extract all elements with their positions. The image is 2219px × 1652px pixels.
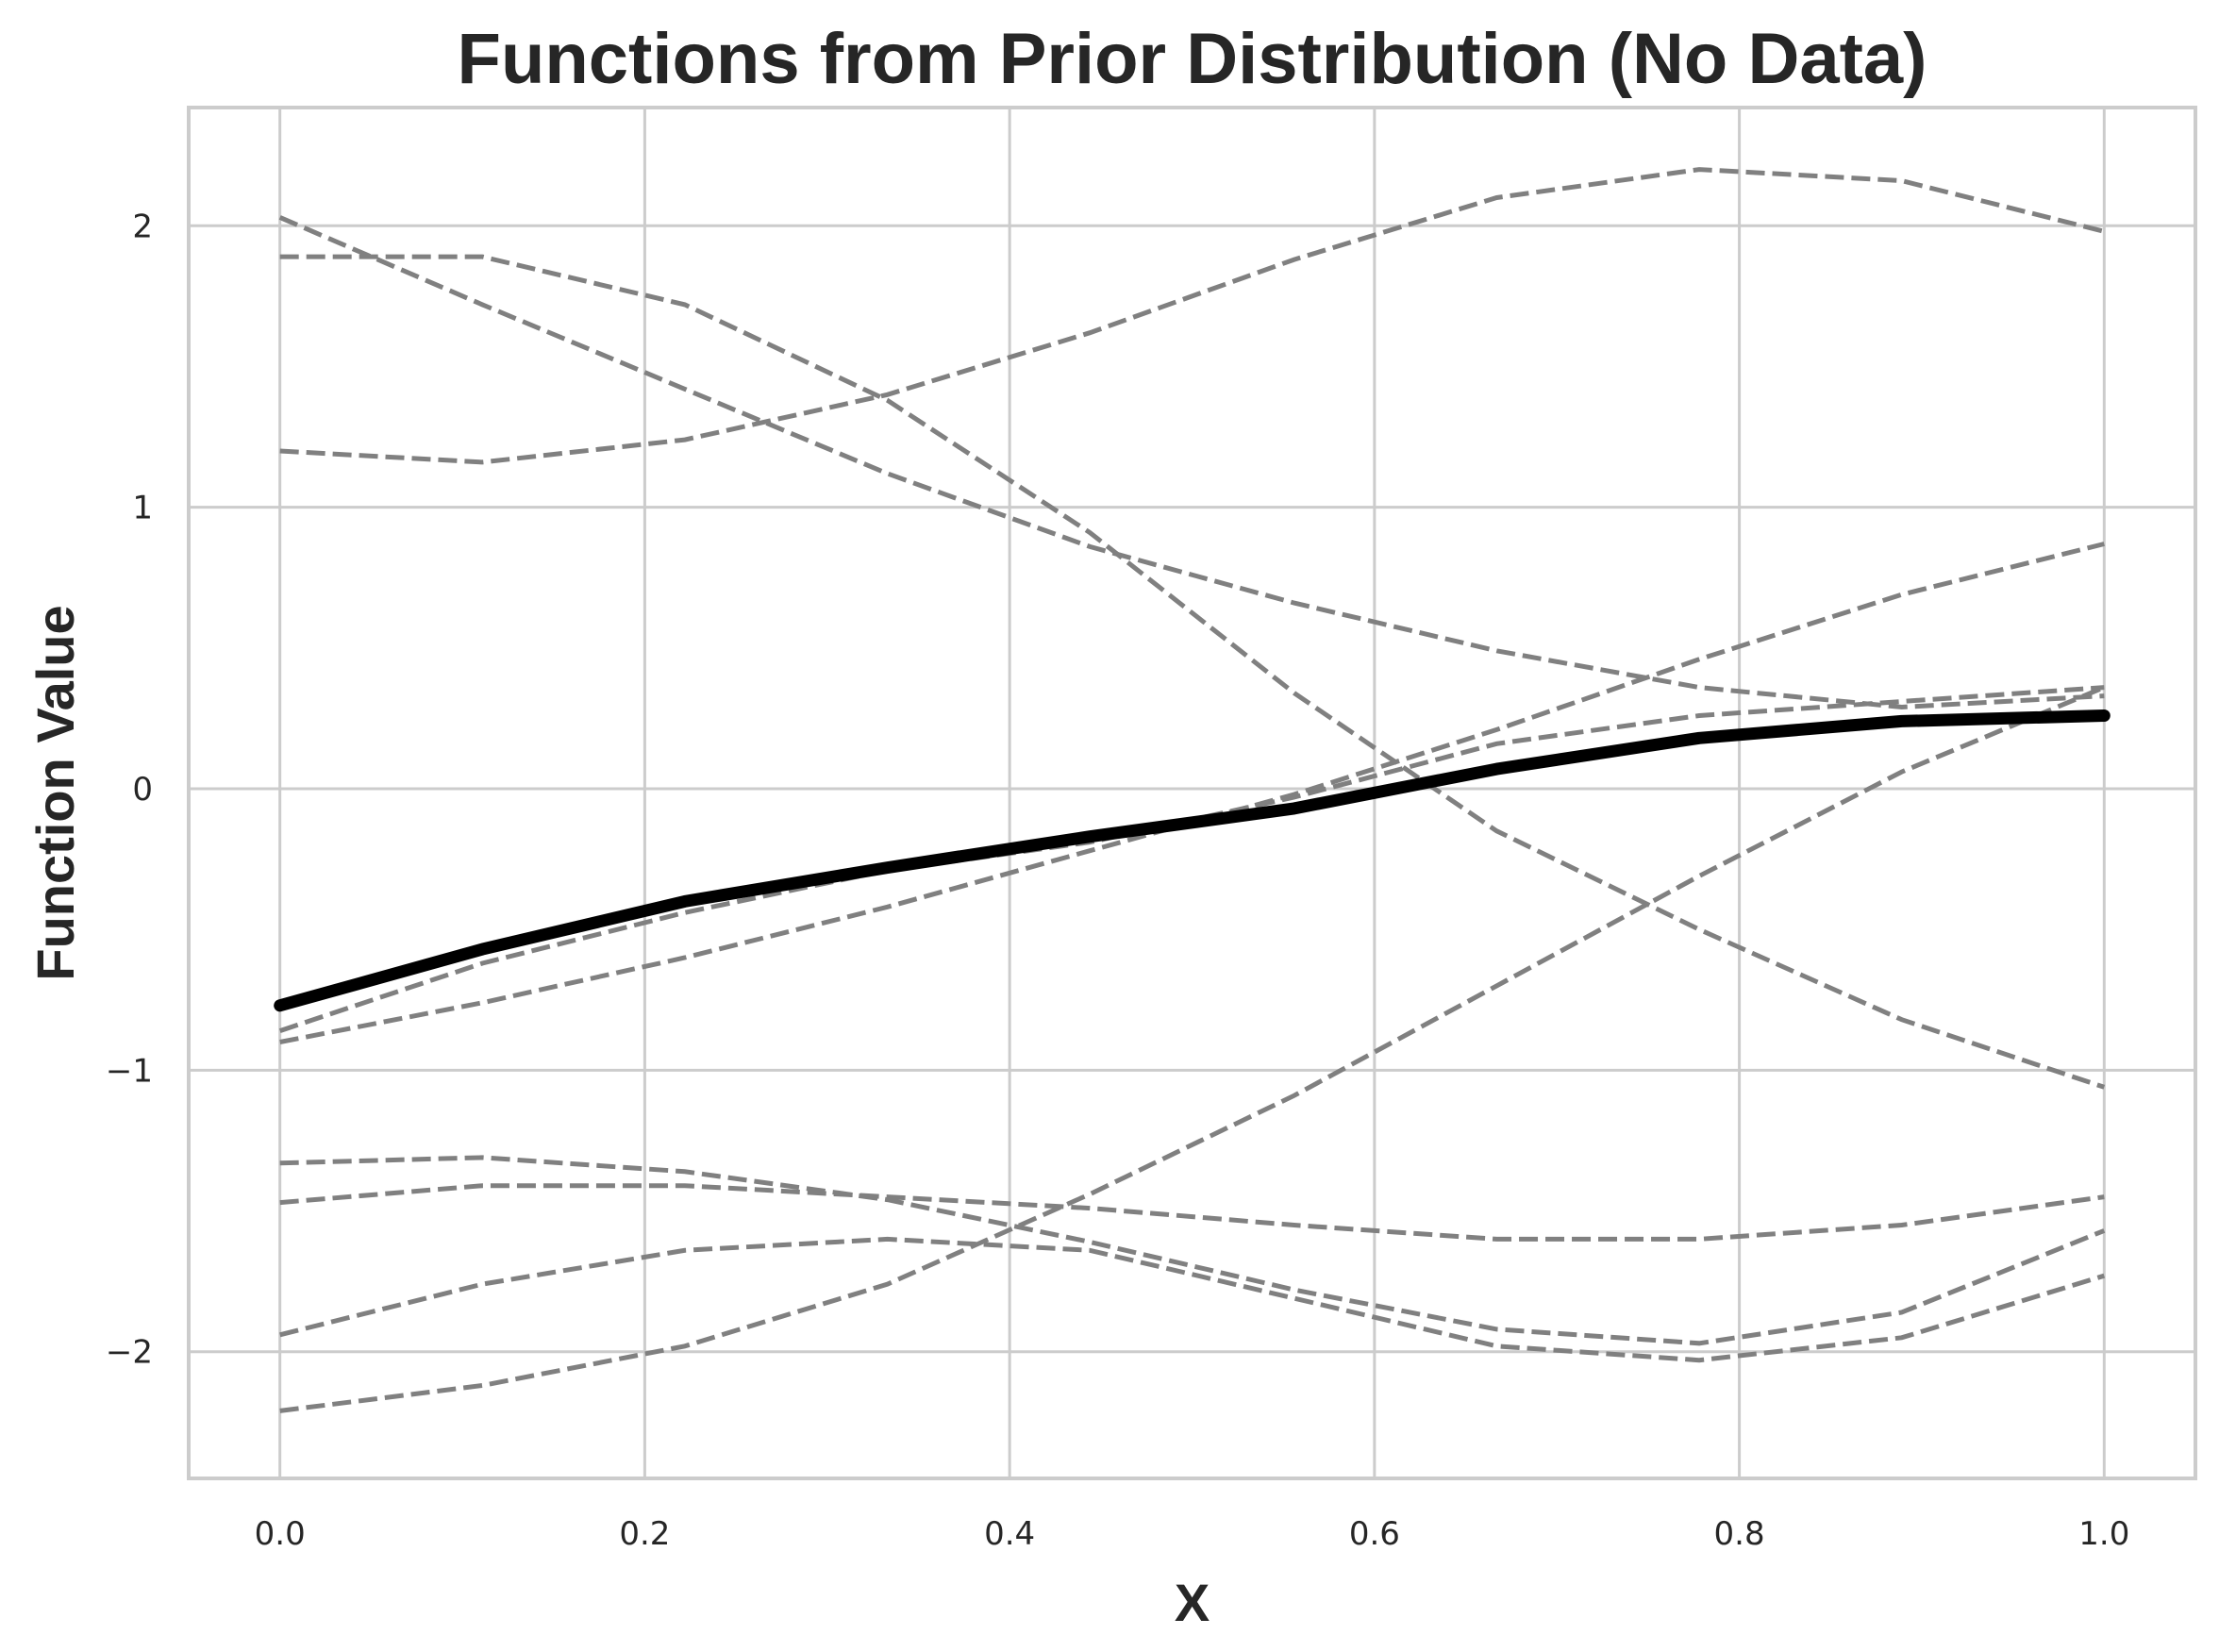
sample-function-line-7 <box>279 1183 2105 1242</box>
x-tick-label: 1.0 <box>2078 1515 2129 1553</box>
sample-function-line-2 <box>278 215 2105 710</box>
sample-function-line-3 <box>279 254 2106 1090</box>
y-tick-label: −2 <box>106 1334 153 1372</box>
x-tick-labels: 0.0 0.2 0.4 0.6 0.8 1.0 <box>255 1515 2130 1553</box>
sample-function-line-1 <box>279 167 2105 465</box>
y-axis-label: Function Value <box>25 605 85 980</box>
y-tick-label: 1 <box>132 490 153 527</box>
sample-function-line-5 <box>279 542 2105 1044</box>
sample-function-line-8 <box>279 1236 2106 1363</box>
x-tick-label: 0.8 <box>1714 1515 1765 1553</box>
sample-function-line-6 <box>279 1155 2106 1346</box>
y-tick-label: 0 <box>132 771 153 809</box>
x-tick-label: 0.2 <box>619 1515 670 1553</box>
x-tick-label: 0.6 <box>1349 1515 1400 1553</box>
x-tick-label: 0.0 <box>255 1515 306 1553</box>
sample-function-line-9 <box>279 685 2106 1413</box>
sample-function-line-4 <box>278 685 2105 1033</box>
y-tick-label: −1 <box>106 1052 153 1090</box>
y-tick-label: 2 <box>132 208 153 245</box>
y-tick-labels: −2 −1 0 1 2 <box>106 208 153 1371</box>
chart-title: Functions from Prior Distribution (No Da… <box>458 19 1927 99</box>
plot-frame <box>187 106 2197 1480</box>
series-group <box>274 167 2111 1413</box>
x-tick-label: 0.4 <box>984 1515 1035 1553</box>
grid <box>189 108 2195 1478</box>
x-axis-label: X <box>1175 1573 1210 1632</box>
mean-function-line <box>274 709 2111 1012</box>
